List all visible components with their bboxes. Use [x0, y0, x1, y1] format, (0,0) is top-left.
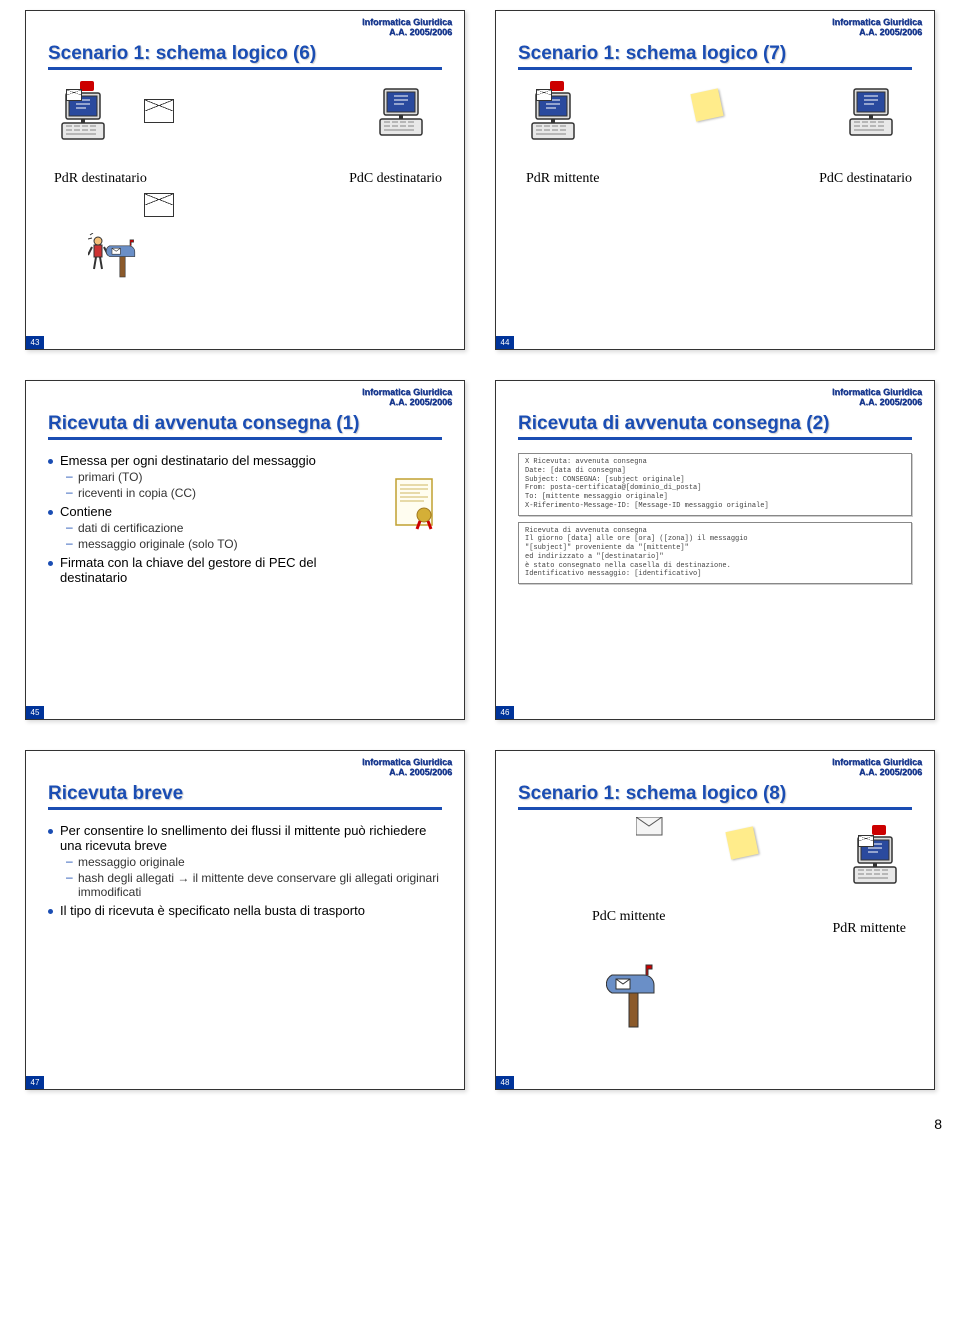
header-line2: A.A. 2005/2006 [389, 27, 452, 37]
sticky-note-icon [725, 826, 758, 859]
email-header-box: X Ricevuta: avvenuta consegna Date: [dat… [518, 453, 912, 516]
title-underline [518, 807, 912, 810]
slide-number: 48 [496, 1076, 514, 1089]
header-line2: A.A. 2005/2006 [389, 767, 452, 777]
left-label: PdR destinatario [54, 171, 147, 187]
slide-header: Informatica Giuridica A.A. 2005/2006 [362, 17, 452, 37]
header-line1: Informatica Giuridica [832, 757, 922, 767]
mailbox-icon [88, 233, 152, 293]
email-body-box: Ricevuta di avvenuta consegna Il giorno … [518, 522, 912, 585]
right-label: PdR mittente [833, 921, 907, 937]
header-line1: Informatica Giuridica [362, 387, 452, 397]
slide-47: Informatica Giuridica A.A. 2005/2006 Ric… [25, 750, 465, 1090]
slide-header: Informatica Giuridica A.A. 2005/2006 [832, 757, 922, 777]
header-line2: A.A. 2005/2006 [859, 27, 922, 37]
right-label: PdC destinatario [819, 171, 912, 187]
page-number: 8 [0, 1108, 960, 1136]
header-line2: A.A. 2005/2006 [859, 397, 922, 407]
slide-48: Informatica Giuridica A.A. 2005/2006 Sce… [495, 750, 935, 1090]
bullet-item: Per consentire lo snellimento dei flussi… [48, 823, 442, 899]
bullet-text: Per consentire lo snellimento dei flussi… [60, 823, 426, 853]
envelope-icon [144, 99, 174, 123]
title-underline [48, 807, 442, 810]
title-underline [518, 437, 912, 440]
slide-body: PdC mittente PdR mittente [518, 823, 912, 1069]
computer-icon [376, 85, 432, 141]
slide-header: Informatica Giuridica A.A. 2005/2006 [832, 387, 922, 407]
slide-46: Informatica Giuridica A.A. 2005/2006 Ric… [495, 380, 935, 720]
bullet-item: Firmata con la chiave del gestore di PEC… [48, 555, 358, 585]
sub-bullet: messaggio originale [60, 855, 442, 869]
slide-header: Informatica Giuridica A.A. 2005/2006 [832, 17, 922, 37]
envelope-icon [636, 817, 666, 839]
left-label: PdC mittente [592, 909, 666, 925]
slide-header: Informatica Giuridica A.A. 2005/2006 [362, 387, 452, 407]
slide-title: Scenario 1: schema logico (6) [48, 43, 316, 65]
slide-43: Informatica Giuridica A.A. 2005/2006 Sce… [25, 10, 465, 350]
envelope-icon [66, 89, 82, 101]
header-line1: Informatica Giuridica [362, 17, 452, 27]
envelope-icon [858, 835, 874, 847]
slide-title: Ricevuta di avvenuta consegna (1) [48, 413, 360, 435]
title-underline [48, 437, 442, 440]
bullet-text: Contiene [60, 504, 112, 519]
sub-bullet: dati di certificazione [60, 521, 358, 535]
slide-number: 46 [496, 706, 514, 719]
right-label: PdC destinatario [349, 171, 442, 187]
sub-bullet: hash degli allegati → il mittente deve c… [60, 871, 442, 899]
header-line1: Informatica Giuridica [362, 757, 452, 767]
slide-body: Emessa per ogni destinatario del messagg… [48, 453, 442, 699]
envelope-icon [144, 193, 174, 217]
bullet-item: Contiene dati di certificazione messaggi… [48, 504, 358, 551]
left-label: PdR mittente [526, 171, 600, 187]
slide-title: Scenario 1: schema logico (7) [518, 43, 786, 65]
slide-body: PdR mittente PdC destinatario [518, 83, 912, 329]
slide-body: Per consentire lo snellimento dei flussi… [48, 823, 442, 1069]
computer-icon [846, 85, 902, 141]
header-line2: A.A. 2005/2006 [859, 767, 922, 777]
slide-title: Ricevuta di avvenuta consegna (2) [518, 413, 830, 435]
title-underline [518, 67, 912, 70]
slide-grid: Informatica Giuridica A.A. 2005/2006 Sce… [0, 0, 960, 1108]
bullet-item: Emessa per ogni destinatario del messagg… [48, 453, 358, 500]
slide-45: Informatica Giuridica A.A. 2005/2006 Ric… [25, 380, 465, 720]
slide-title: Ricevuta breve [48, 783, 183, 805]
slide-body: X Ricevuta: avvenuta consegna Date: [dat… [518, 453, 912, 699]
sub-bullet: primari (TO) [60, 470, 358, 484]
bullet-text: Emessa per ogni destinatario del messagg… [60, 453, 316, 468]
sticky-note-icon [690, 88, 723, 121]
header-line2: A.A. 2005/2006 [389, 397, 452, 407]
slide-header: Informatica Giuridica A.A. 2005/2006 [362, 757, 452, 777]
mailbox-icon [606, 957, 664, 1037]
slide-title: Scenario 1: schema logico (8) [518, 783, 786, 805]
slide-number: 44 [496, 336, 514, 349]
slide-number: 45 [26, 706, 44, 719]
slide-body: PdR destinatario PdC destinatario [48, 83, 442, 329]
title-underline [48, 67, 442, 70]
slide-44: Informatica Giuridica A.A. 2005/2006 Sce… [495, 10, 935, 350]
slide-number: 47 [26, 1076, 44, 1089]
sub-bullet: messaggio originale (solo TO) [60, 537, 358, 551]
bullet-item: Il tipo di ricevuta è specificato nella … [48, 903, 442, 918]
header-line1: Informatica Giuridica [832, 387, 922, 397]
certificate-icon [394, 477, 436, 531]
envelope-icon [536, 89, 552, 101]
slide-number: 43 [26, 336, 44, 349]
header-line1: Informatica Giuridica [832, 17, 922, 27]
sub-bullet: riceventi in copia (CC) [60, 486, 358, 500]
